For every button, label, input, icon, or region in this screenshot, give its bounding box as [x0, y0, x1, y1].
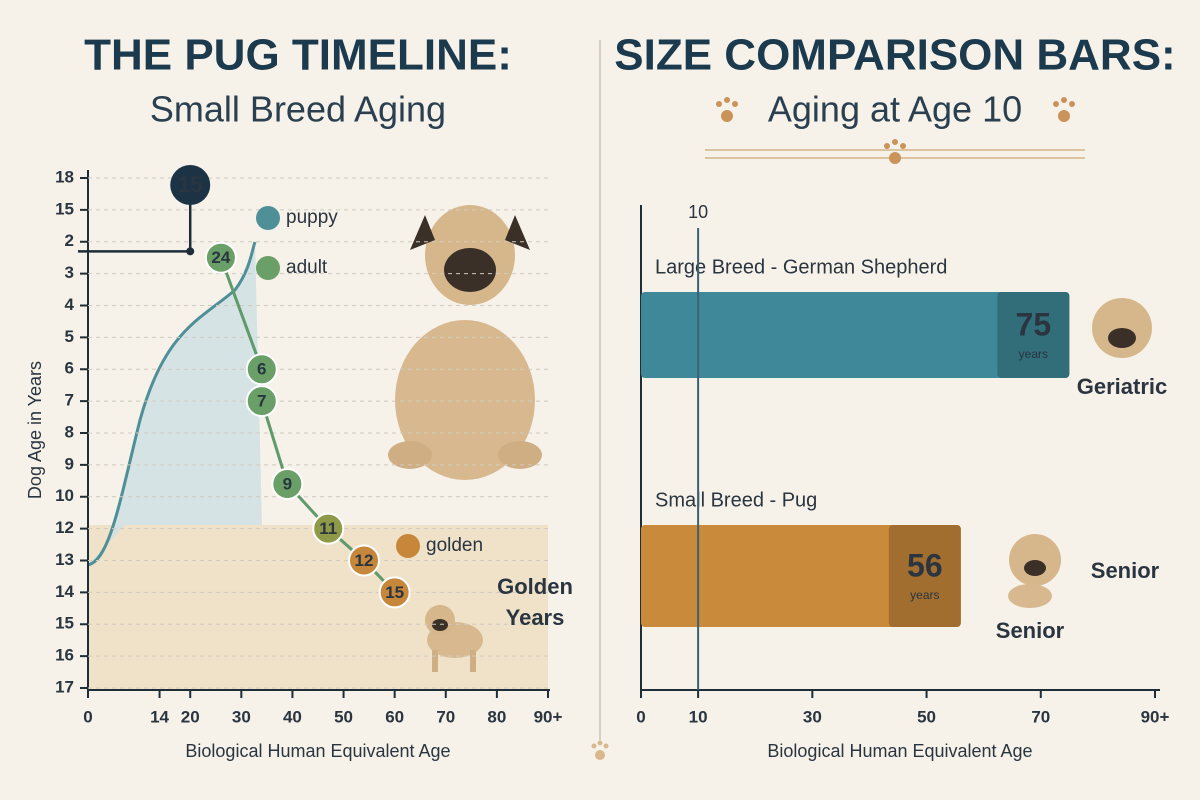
x-tick-label: 90+: [534, 707, 563, 726]
area-fill: [88, 242, 262, 565]
x-axis-label: Biological Human Equivalent Age: [767, 741, 1032, 761]
category-label: Large Breed - German Shepherd: [655, 256, 947, 278]
bar-value-box: [888, 525, 961, 627]
chart-subtitle: Small Breed Aging: [150, 89, 446, 130]
age-marker-label: 12: [355, 551, 374, 570]
pug-illustration: [388, 205, 542, 480]
y-tick-label: 13: [55, 550, 74, 569]
status-label: Senior: [1091, 558, 1160, 583]
stage-icon: [396, 534, 420, 558]
y-tick-label: 15: [55, 199, 74, 218]
status-label: Senior: [996, 618, 1065, 643]
x-tick-label: 30: [803, 707, 822, 726]
status-label: Geriatric: [1077, 374, 1168, 399]
value-label: 75: [1016, 306, 1052, 342]
x-tick-label: 80: [487, 707, 506, 726]
x-tick-label: 50: [334, 707, 353, 726]
x-tick-label: 70: [1031, 707, 1050, 726]
x-tick-label: 0: [636, 707, 645, 726]
age-marker: [312, 512, 345, 545]
y-tick-label: 5: [65, 327, 74, 346]
y-tick-label: 8: [65, 422, 74, 441]
age-marker-label: 24: [211, 248, 230, 267]
y-tick-label: 10: [55, 486, 74, 505]
age-marker-label: 11: [319, 519, 337, 538]
chart-subtitle: Aging at Age 10: [768, 89, 1022, 130]
stage-icon: [256, 206, 280, 230]
age-marker: [245, 353, 278, 386]
y-tick-label: 6: [65, 359, 74, 378]
stage-icon: [256, 256, 280, 280]
age-marker-label: 9: [283, 474, 292, 493]
paw-icons: [591, 97, 1075, 760]
chart-title: THE PUG TIMELINE:: [84, 31, 512, 80]
y-tick-label: 2: [65, 231, 74, 250]
x-tick-label: 20: [181, 707, 200, 726]
age-marker-label: 6: [257, 360, 266, 379]
zone-label: Years: [506, 605, 565, 630]
x-tick-label: 60: [385, 707, 404, 726]
y-tick-label: 12: [55, 518, 74, 537]
stage-label: puppy: [286, 207, 338, 228]
y-axis-label: Dog Age in Years: [25, 361, 45, 499]
y-tick-label: 3: [65, 263, 74, 282]
age-marker: [204, 241, 237, 274]
y-tick-label: 16: [55, 646, 74, 665]
pug-face-icon: [1008, 298, 1152, 608]
y-tick-label: 17: [55, 677, 74, 696]
x-tick-label: 70: [436, 707, 455, 726]
callout-badge: [170, 165, 211, 205]
y-tick-label: 18: [55, 167, 74, 186]
bar-value-box: [997, 292, 1070, 378]
x-tick-label: 0: [83, 707, 92, 726]
value-unit: years: [1019, 347, 1048, 361]
x-axis-label: Biological Human Equivalent Age: [185, 741, 450, 761]
x-tick-label: 14: [150, 707, 169, 726]
y-tick-label: 4: [65, 295, 75, 314]
y-tick-label: 9: [65, 454, 74, 473]
reference-label: 10: [688, 202, 708, 222]
curve: [87, 241, 257, 567]
callout-label: 15: [178, 172, 202, 197]
y-tick-label: 7: [65, 391, 74, 410]
value-unit: years: [910, 588, 939, 602]
age-marker-label: 7: [257, 392, 266, 411]
x-tick-label: 10: [689, 707, 708, 726]
x-tick-label: 40: [283, 707, 302, 726]
age-marker: [348, 544, 380, 577]
stage-label: golden: [426, 535, 483, 556]
callout-dot: [186, 247, 195, 256]
small-pug-illustration: [425, 605, 483, 672]
value-label: 56: [907, 547, 943, 583]
chart-title: SIZE COMPARISON BARS:: [614, 31, 1175, 80]
x-tick-label: 90+: [1141, 707, 1170, 726]
bar: [641, 292, 1070, 378]
age-marker: [378, 576, 411, 609]
age-marker-label: 15: [385, 583, 404, 602]
zone-label: Golden: [497, 574, 573, 599]
age-marker: [245, 385, 278, 418]
x-tick-label: 50: [917, 707, 936, 726]
y-tick-label: 15: [55, 614, 74, 633]
age-marker: [271, 468, 304, 500]
x-tick-label: 30: [232, 707, 251, 726]
bar: [641, 525, 961, 627]
category-label: Small Breed - Pug: [655, 489, 817, 511]
y-tick-label: 14: [55, 582, 74, 601]
stage-label: adult: [286, 257, 328, 278]
